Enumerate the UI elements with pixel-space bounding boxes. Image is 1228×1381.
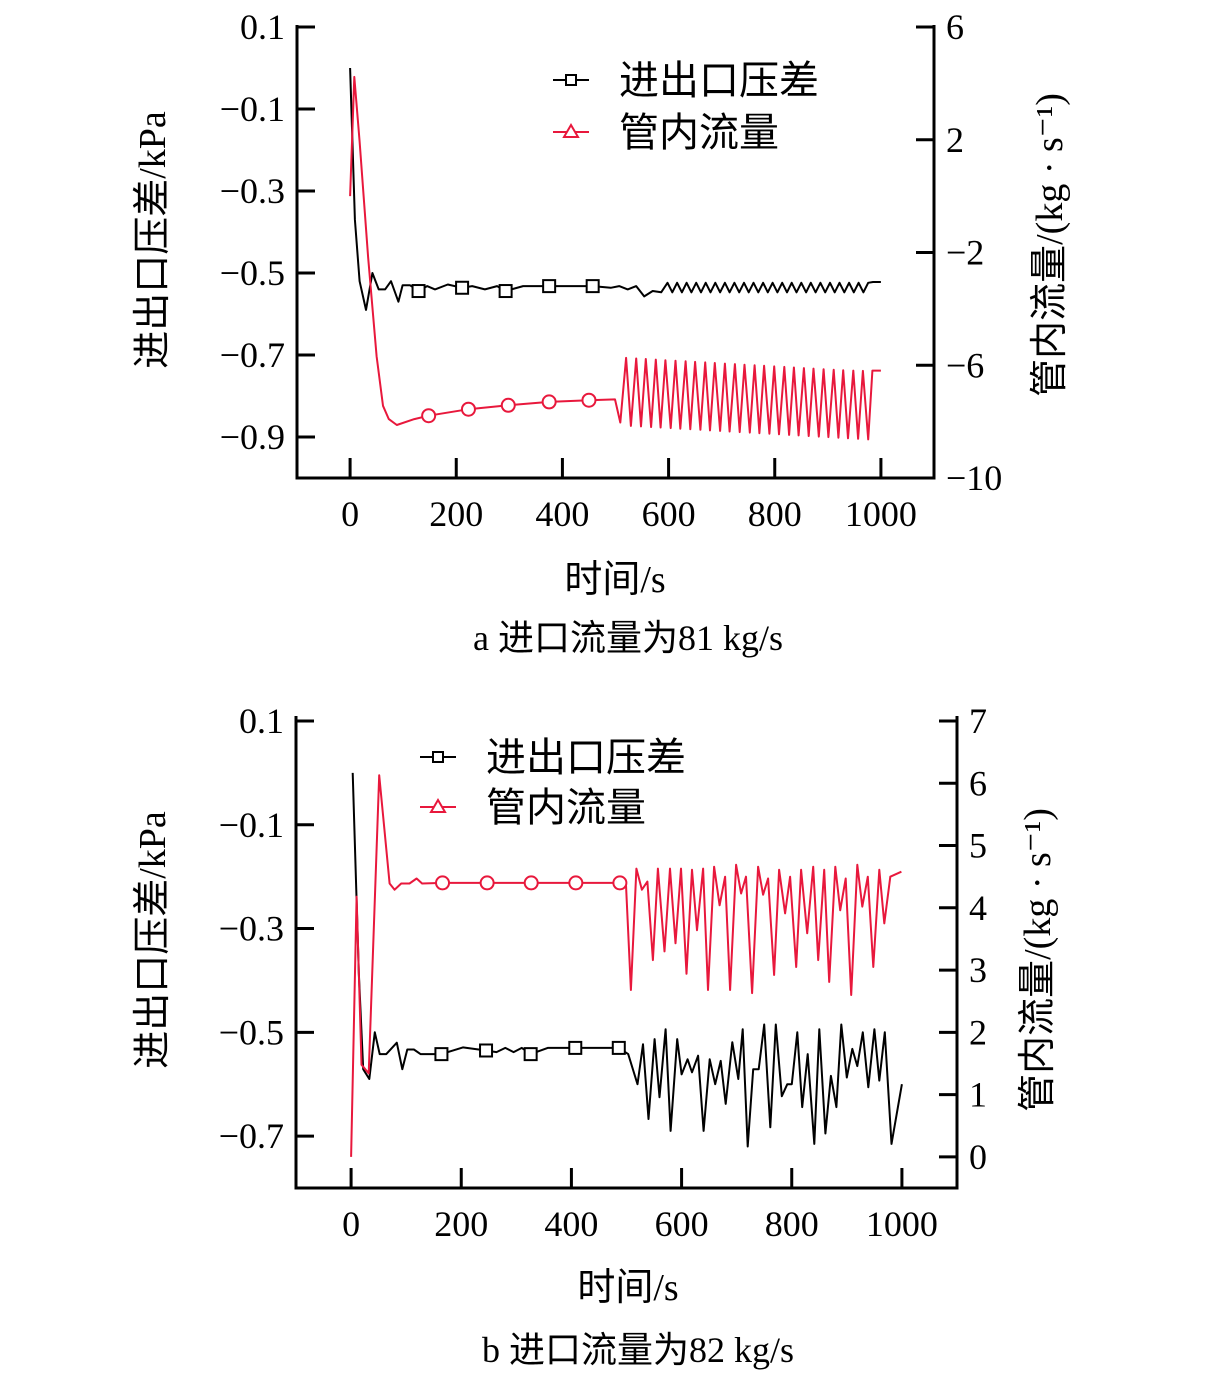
series-flow <box>349 75 881 441</box>
legend-label: 管内流量 <box>619 110 779 155</box>
y-left-tick-label: −0.3 <box>220 171 285 211</box>
x-tick-label: 800 <box>765 1204 819 1244</box>
data-point-marker <box>568 1040 583 1055</box>
data-point-marker <box>434 1047 449 1062</box>
y-right-tick-label: 7 <box>969 701 987 741</box>
y-right-tick-label: 6 <box>946 7 964 47</box>
x-tick-label: 600 <box>642 494 696 534</box>
x-tick-label: 800 <box>748 494 802 534</box>
data-point-marker <box>455 280 470 295</box>
legend-label: 进出口压差 <box>619 58 819 103</box>
axes-frame <box>294 716 959 1190</box>
data-point-marker <box>479 1043 494 1058</box>
data-point-marker <box>523 1047 538 1062</box>
x-tick-label: 200 <box>429 494 483 534</box>
y-right-tick-label: 4 <box>969 888 987 928</box>
series-line <box>349 67 881 311</box>
y-left-tick-label: −0.1 <box>219 805 284 845</box>
y-right-tick-label: 0 <box>969 1137 987 1177</box>
chart-caption: a 进口流量为81 kg/s <box>473 618 783 658</box>
y-left-tick-label: −0.7 <box>220 335 285 375</box>
y-right-tick-label: 5 <box>969 826 987 866</box>
y-left-axis-label: 进出口压差/kPa <box>132 811 174 1069</box>
x-axis-label: 时间/s <box>577 1267 678 1309</box>
legend-entry: 进出口压差 <box>553 58 819 103</box>
x-tick-label: 0 <box>341 494 359 534</box>
y-right-tick-label: −6 <box>946 345 984 385</box>
data-point-marker <box>421 408 437 424</box>
series-pressure <box>351 772 903 1148</box>
y-right-tick-label: −10 <box>946 458 1002 498</box>
y-right-tick-label: 2 <box>946 120 964 160</box>
data-point-marker <box>498 284 513 299</box>
legend-label: 管内流量 <box>486 785 646 830</box>
y-left-tick-label: −0.5 <box>219 1012 284 1052</box>
x-tick-label: 0 <box>342 1204 360 1244</box>
y-left-tick-label: −0.9 <box>220 417 285 457</box>
legend-square-marker <box>565 74 577 86</box>
y-left-tick-label: −0.1 <box>220 89 285 129</box>
data-point-marker <box>460 401 476 417</box>
legend-entry: 进出口压差 <box>420 735 686 780</box>
data-point-marker <box>500 397 516 413</box>
data-point-marker <box>523 875 539 891</box>
data-point-marker <box>479 875 495 891</box>
series-line <box>349 75 881 441</box>
y-left-tick-label: −0.5 <box>220 253 285 293</box>
chart-caption: b 进口流量为82 kg/s <box>482 1330 794 1370</box>
chart-b: 0 200 400 600 800 1000 0.1 −0.1 −0.3 −0.5 −0.7 7 6 5 4… <box>132 701 1059 1370</box>
y-left-tick-label: −0.3 <box>219 909 284 949</box>
y-left-tick-label: −0.7 <box>219 1116 284 1156</box>
chart-a: 0 200 400 600 800 1000 0.1 −0.1 −0.3 −0.5 −0.7 −0.9… <box>132 7 1071 658</box>
series-flow <box>350 774 902 1157</box>
y-left-axis-label: 进出口压差/kPa <box>132 111 174 369</box>
y-right-tick-label: 3 <box>969 950 987 990</box>
data-point-marker <box>411 284 426 299</box>
data-point-marker <box>435 875 451 891</box>
legend-triangle-marker <box>429 798 447 813</box>
legend-triangle-marker <box>562 123 580 138</box>
x-axis-label: 时间/s <box>564 559 665 601</box>
y-right-tick-label: −2 <box>946 233 984 273</box>
y-left-tick-label: 0.1 <box>240 7 285 47</box>
data-point-marker <box>568 875 584 891</box>
legend-label: 进出口压差 <box>486 735 686 780</box>
data-point-marker <box>542 279 557 294</box>
y-right-axis-label: 管内流量/(kg · s⁻¹) <box>1029 93 1071 397</box>
x-tick-label: 400 <box>535 494 589 534</box>
x-tick-label: 600 <box>655 1204 709 1244</box>
x-tick-label: 1000 <box>845 494 917 534</box>
data-point-marker <box>581 392 597 408</box>
legend-entry: 管内流量 <box>553 110 779 155</box>
data-point-marker <box>612 875 628 891</box>
data-point-marker <box>611 1040 626 1055</box>
y-right-tick-label: 2 <box>969 1012 987 1052</box>
x-tick-label: 1000 <box>866 1204 938 1244</box>
data-point-marker <box>585 279 600 294</box>
axes-frame <box>295 25 936 480</box>
x-tick-label: 400 <box>544 1204 598 1244</box>
legend-entry: 管内流量 <box>420 785 646 830</box>
series-pressure <box>349 67 881 311</box>
y-right-axis-label: 管内流量/(kg · s⁻¹) <box>1017 808 1059 1112</box>
data-point-marker <box>541 394 557 410</box>
x-tick-label: 200 <box>434 1204 488 1244</box>
y-right-tick-label: 1 <box>969 1075 987 1115</box>
series-line <box>350 774 902 1157</box>
y-right-tick-label: 6 <box>969 763 987 803</box>
y-left-tick-label: 0.1 <box>239 701 284 741</box>
legend-square-marker <box>432 751 444 763</box>
